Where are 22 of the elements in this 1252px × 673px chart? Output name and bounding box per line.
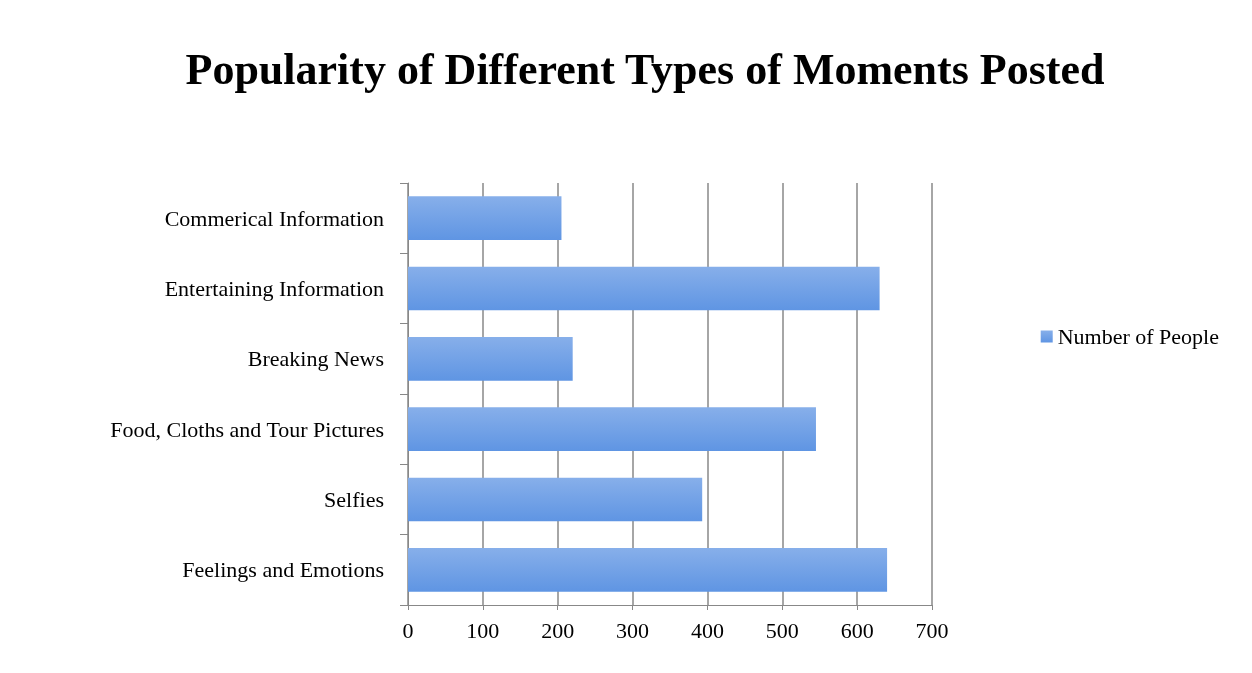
bar	[408, 407, 816, 451]
x-tick-label: 300	[616, 617, 650, 643]
bar	[408, 337, 573, 381]
y-tick-label: Selfies	[324, 487, 384, 512]
x-tick-label: 400	[690, 617, 724, 643]
y-tick-label: Entertaining Information	[164, 276, 384, 301]
x-tick-label: 700	[915, 617, 949, 643]
x-tick-label: 0	[402, 617, 414, 643]
y-tick-label: Food, Cloths and Tour Pictures	[110, 416, 384, 442]
x-tick-label: 600	[840, 617, 874, 643]
chart-title: Popularity of Different Types of Moments Posted	[185, 44, 1105, 94]
bar	[408, 548, 888, 592]
y-tick-label: Breaking News	[247, 346, 384, 372]
bar	[408, 266, 880, 311]
bar	[408, 196, 562, 240]
y-tick-label: Commerical Information	[164, 205, 384, 231]
bar	[408, 477, 703, 522]
x-tick-label: 500	[765, 617, 799, 643]
x-tick-label: 200	[541, 617, 575, 643]
legend-label: Number of People	[1057, 324, 1219, 349]
x-tick-label: 100	[466, 617, 500, 643]
y-tick-label: Feelings and Emotions	[182, 557, 384, 583]
